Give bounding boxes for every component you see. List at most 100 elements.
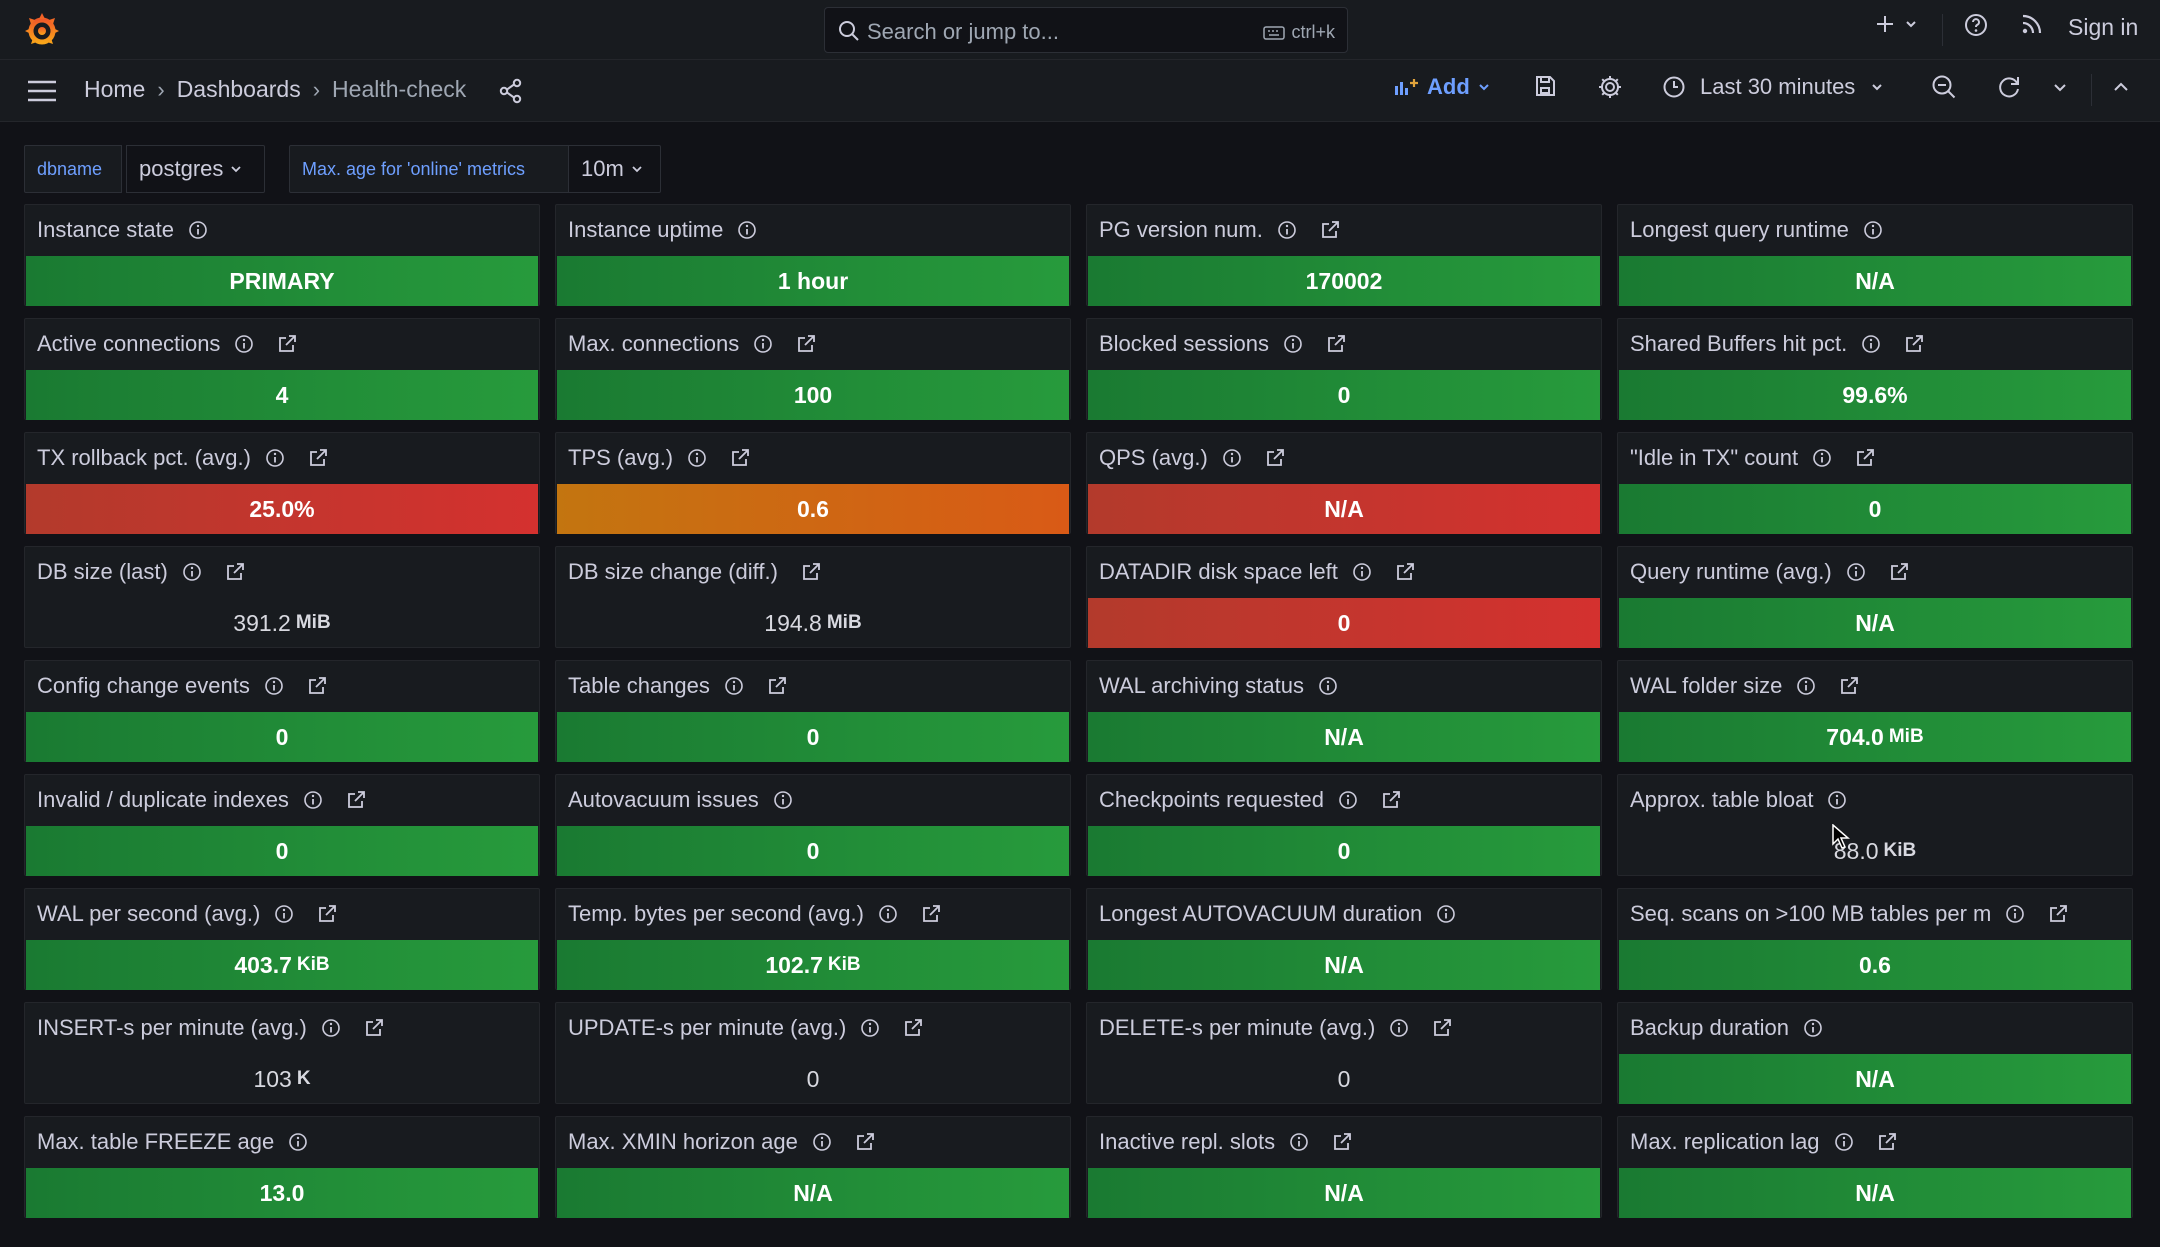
stat-panel[interactable]: PG version num. 170002	[1086, 204, 1602, 306]
stat-panel[interactable]: Invalid / duplicate indexes 0	[24, 774, 540, 876]
info-icon[interactable]	[1812, 448, 1832, 468]
info-icon[interactable]	[687, 448, 707, 468]
menu-button[interactable]	[26, 79, 58, 108]
stat-panel[interactable]: Checkpoints requested 0	[1086, 774, 1602, 876]
help-button[interactable]	[1963, 12, 1989, 38]
info-icon[interactable]	[773, 790, 793, 810]
dashboard-settings-button[interactable]	[1597, 74, 1623, 100]
info-icon[interactable]	[1436, 904, 1456, 924]
stat-panel[interactable]: Active connections 4	[24, 318, 540, 420]
info-icon[interactable]	[264, 676, 284, 696]
stat-panel[interactable]: Table changes 0	[555, 660, 1071, 762]
search-box[interactable]: Search or jump to... ctrl+k	[824, 7, 1348, 53]
external-link-icon[interactable]	[795, 333, 817, 355]
stat-panel[interactable]: DELETE-s per minute (avg.) 0	[1086, 1002, 1602, 1104]
stat-panel[interactable]: Instance uptime 1 hour	[555, 204, 1071, 306]
external-link-icon[interactable]	[1888, 561, 1910, 583]
variable-select-dbname[interactable]: postgres	[126, 145, 265, 193]
external-link-icon[interactable]	[1876, 1131, 1898, 1153]
add-button[interactable]: Add	[1393, 74, 1492, 100]
info-icon[interactable]	[288, 1132, 308, 1152]
stat-panel[interactable]: DB size change (diff.) 194.8 MiB	[555, 546, 1071, 648]
info-icon[interactable]	[1863, 220, 1883, 240]
stat-panel[interactable]: QPS (avg.) N/A	[1086, 432, 1602, 534]
external-link-icon[interactable]	[306, 675, 328, 697]
external-link-icon[interactable]	[224, 561, 246, 583]
stat-panel[interactable]: DB size (last) 391.2 MiB	[24, 546, 540, 648]
info-icon[interactable]	[1834, 1132, 1854, 1152]
info-icon[interactable]	[878, 904, 898, 924]
info-icon[interactable]	[1283, 334, 1303, 354]
collapse-toolbar-button[interactable]	[2110, 74, 2132, 100]
sign-in-link[interactable]: Sign in	[2068, 14, 2139, 40]
stat-panel[interactable]: Config change events 0	[24, 660, 540, 762]
zoom-out-button[interactable]	[1931, 74, 1957, 100]
info-icon[interactable]	[737, 220, 757, 240]
external-link-icon[interactable]	[276, 333, 298, 355]
stat-panel[interactable]: Blocked sessions 0	[1086, 318, 1602, 420]
info-icon[interactable]	[265, 448, 285, 468]
stat-panel[interactable]: WAL archiving status N/A	[1086, 660, 1602, 762]
info-icon[interactable]	[812, 1132, 832, 1152]
info-icon[interactable]	[182, 562, 202, 582]
info-icon[interactable]	[1796, 676, 1816, 696]
info-icon[interactable]	[303, 790, 323, 810]
external-link-icon[interactable]	[307, 447, 329, 469]
stat-panel[interactable]: Max. replication lag N/A	[1617, 1116, 2133, 1218]
info-icon[interactable]	[274, 904, 294, 924]
info-icon[interactable]	[1846, 562, 1866, 582]
info-icon[interactable]	[1827, 790, 1847, 810]
info-icon[interactable]	[724, 676, 744, 696]
stat-panel[interactable]: Max. table FREEZE age 13.0	[24, 1116, 540, 1218]
external-link-icon[interactable]	[1838, 675, 1860, 697]
external-link-icon[interactable]	[1319, 219, 1341, 241]
stat-panel[interactable]: Autovacuum issues 0	[555, 774, 1071, 876]
external-link-icon[interactable]	[345, 789, 367, 811]
external-link-icon[interactable]	[2047, 903, 2069, 925]
stat-panel[interactable]: Backup duration N/A	[1617, 1002, 2133, 1104]
external-link-icon[interactable]	[316, 903, 338, 925]
info-icon[interactable]	[1277, 220, 1297, 240]
stat-panel[interactable]: Shared Buffers hit pct. 99.6%	[1617, 318, 2133, 420]
refresh-button[interactable]	[1996, 74, 2022, 100]
stat-panel[interactable]: Inactive repl. slots N/A	[1086, 1116, 1602, 1218]
stat-panel[interactable]: Seq. scans on >100 MB tables per m 0.6	[1617, 888, 2133, 990]
stat-panel[interactable]: WAL per second (avg.) 403.7 KiB	[24, 888, 540, 990]
info-icon[interactable]	[321, 1018, 341, 1038]
stat-panel[interactable]: Approx. table bloat 88.0 KiB	[1617, 774, 2133, 876]
stat-panel[interactable]: Max. XMIN horizon age N/A	[555, 1116, 1071, 1218]
external-link-icon[interactable]	[1903, 333, 1925, 355]
stat-panel[interactable]: DATADIR disk space left 0	[1086, 546, 1602, 648]
stat-panel[interactable]: UPDATE-s per minute (avg.) 0	[555, 1002, 1071, 1104]
external-link-icon[interactable]	[1264, 447, 1286, 469]
external-link-icon[interactable]	[1380, 789, 1402, 811]
stat-panel[interactable]: Max. connections 100	[555, 318, 1071, 420]
external-link-icon[interactable]	[1431, 1017, 1453, 1039]
save-dashboard-button[interactable]	[1533, 74, 1557, 98]
breadcrumb-dashboards[interactable]: Dashboards	[176, 76, 301, 102]
info-icon[interactable]	[1318, 676, 1338, 696]
external-link-icon[interactable]	[1325, 333, 1347, 355]
info-icon[interactable]	[1222, 448, 1242, 468]
info-icon[interactable]	[1389, 1018, 1409, 1038]
variable-select-max-age[interactable]: 10m	[568, 145, 661, 193]
stat-panel[interactable]: WAL folder size 704.0 MiB	[1617, 660, 2133, 762]
new-menu-button[interactable]	[1873, 12, 1919, 36]
time-picker-button[interactable]: Last 30 minutes	[1662, 74, 1885, 100]
external-link-icon[interactable]	[729, 447, 751, 469]
info-icon[interactable]	[1289, 1132, 1309, 1152]
external-link-icon[interactable]	[363, 1017, 385, 1039]
external-link-icon[interactable]	[1331, 1131, 1353, 1153]
info-icon[interactable]	[2005, 904, 2025, 924]
info-icon[interactable]	[1338, 790, 1358, 810]
grafana-logo-icon[interactable]	[22, 10, 62, 50]
external-link-icon[interactable]	[766, 675, 788, 697]
stat-panel[interactable]: Longest query runtime N/A	[1617, 204, 2133, 306]
stat-panel[interactable]: "Idle in TX" count 0	[1617, 432, 2133, 534]
info-icon[interactable]	[1352, 562, 1372, 582]
stat-panel[interactable]: Query runtime (avg.) N/A	[1617, 546, 2133, 648]
news-button[interactable]	[2020, 12, 2044, 36]
refresh-interval-button[interactable]	[2052, 74, 2068, 100]
stat-panel[interactable]: Instance state PRIMARY	[24, 204, 540, 306]
external-link-icon[interactable]	[920, 903, 942, 925]
